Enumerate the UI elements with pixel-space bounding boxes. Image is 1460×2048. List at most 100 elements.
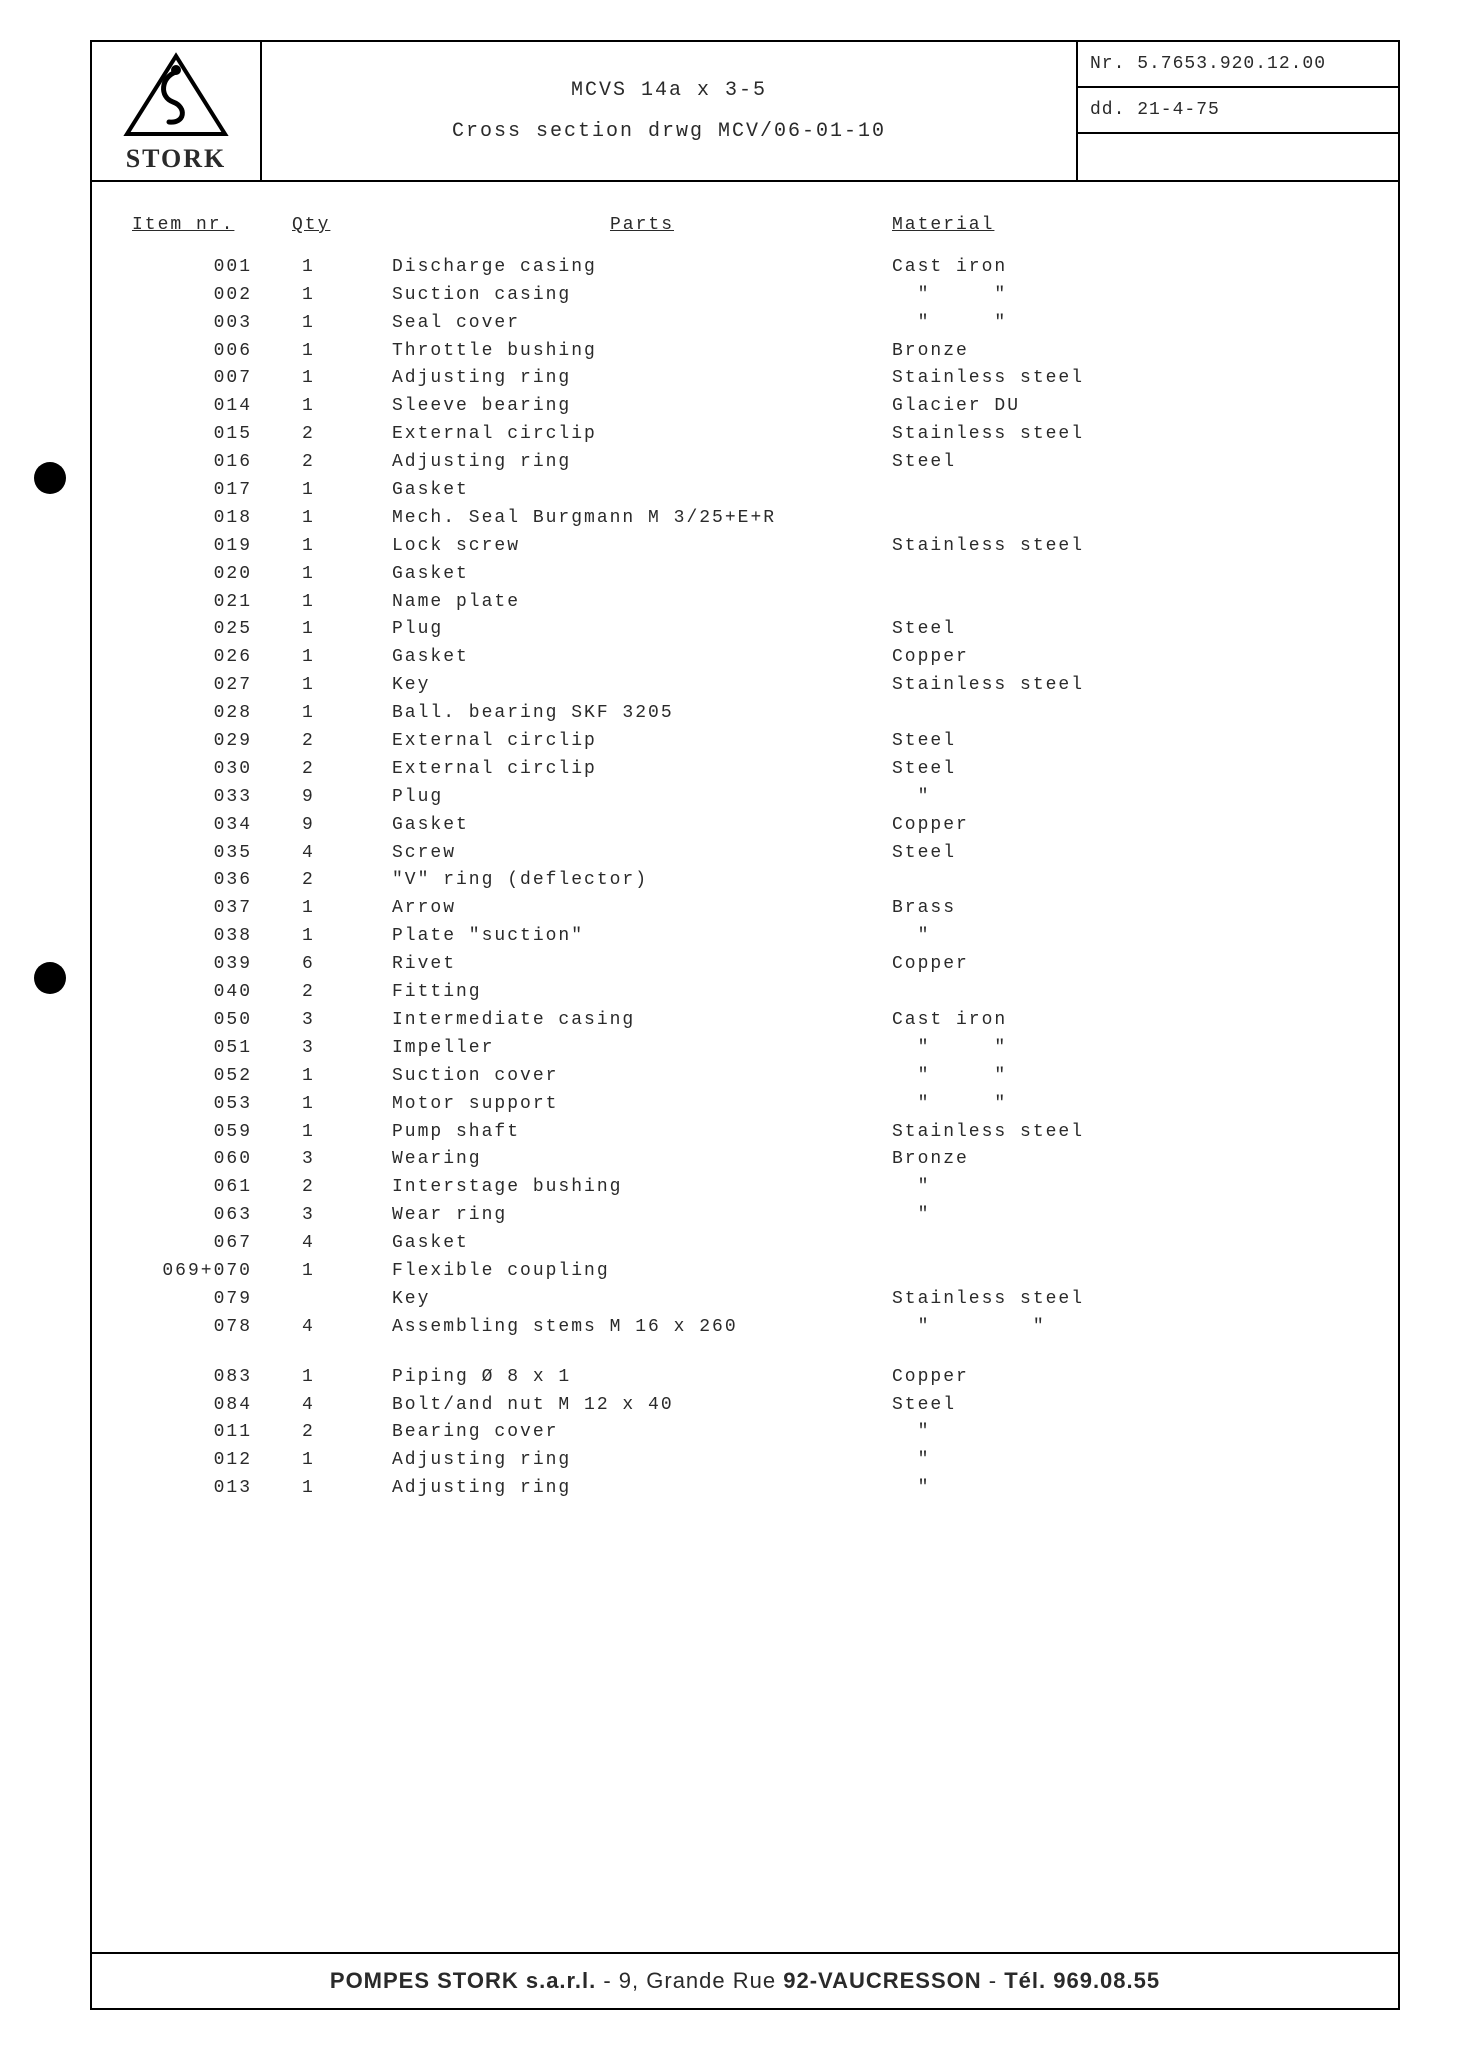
cell-part: Assembling stems M 16 x 260	[392, 1314, 892, 1342]
cell-qty: 2	[292, 867, 392, 895]
parts-table: Item nr. Qty Parts Material 0011Discharg…	[132, 212, 1348, 1503]
table-gap	[132, 1342, 1348, 1364]
cell-part: Key	[392, 1286, 892, 1314]
cell-part: External circlip	[392, 756, 892, 784]
table-row: 0011Discharge casingCast iron	[132, 254, 1348, 282]
cell-item: 084	[132, 1392, 292, 1420]
cell-item: 052	[132, 1063, 292, 1091]
cell-qty: 3	[292, 1146, 392, 1174]
cell-material: Stainless steel	[892, 365, 1192, 393]
table-row: 0831Piping Ø 8 x 1Copper	[132, 1364, 1348, 1392]
cell-qty: 1	[292, 338, 392, 366]
cell-qty: 2	[292, 1419, 392, 1447]
cell-item: 028	[132, 700, 292, 728]
cell-qty: 1	[292, 1447, 392, 1475]
cell-qty: 1	[292, 1063, 392, 1091]
cell-material: Stainless steel	[892, 1286, 1192, 1314]
cell-material: Stainless steel	[892, 672, 1192, 700]
cell-qty: 1	[292, 533, 392, 561]
table-row: 0302External circlipSteel	[132, 756, 1348, 784]
cell-part: Bearing cover	[392, 1419, 892, 1447]
table-row: 0503Intermediate casingCast iron	[132, 1007, 1348, 1035]
table-row: 0131Adjusting ring "	[132, 1475, 1348, 1503]
table-row: 0381Plate "suction" "	[132, 923, 1348, 951]
cell-item: 002	[132, 282, 292, 310]
title-block: STORK MCVS 14a x 3-5 Cross section drwg …	[92, 42, 1398, 182]
table-row: 0251PlugSteel	[132, 616, 1348, 644]
cell-qty: 2	[292, 756, 392, 784]
cell-material: " "	[892, 1091, 1192, 1119]
cell-part: Gasket	[392, 644, 892, 672]
table-row: 0292External circlipSteel	[132, 728, 1348, 756]
cell-qty: 3	[292, 1035, 392, 1063]
table-row: 0171Gasket	[132, 477, 1348, 505]
table-row: 0162Adjusting ringSteel	[132, 449, 1348, 477]
cell-part: Motor support	[392, 1091, 892, 1119]
table-row: 0784Assembling stems M 16 x 260 " "	[132, 1314, 1348, 1342]
cell-item: 018	[132, 505, 292, 533]
cell-part: Plate "suction"	[392, 923, 892, 951]
cell-item: 030	[132, 756, 292, 784]
cell-material: " "	[892, 1063, 1192, 1091]
cell-material: Bronze	[892, 338, 1192, 366]
cell-material: Cast iron	[892, 254, 1192, 282]
cell-qty: 1	[292, 505, 392, 533]
cell-item: 015	[132, 421, 292, 449]
cell-material: " "	[892, 282, 1192, 310]
footer-city: 92-VAUCRESSON	[783, 1968, 981, 1993]
cell-item: 079	[132, 1286, 292, 1314]
cell-material: Steel	[892, 1392, 1192, 1420]
table-row: 0112Bearing cover "	[132, 1419, 1348, 1447]
stork-logo-icon	[121, 52, 231, 142]
cell-part: Gasket	[392, 477, 892, 505]
cell-item: 061	[132, 1174, 292, 1202]
cell-material: Steel	[892, 616, 1192, 644]
cell-material: Steel	[892, 756, 1192, 784]
doc-number: Nr. 5.7653.920.12.00	[1078, 42, 1398, 88]
cell-part: Plug	[392, 784, 892, 812]
cell-qty: 1	[292, 616, 392, 644]
cell-item: 014	[132, 393, 292, 421]
cell-material: Glacier DU	[892, 393, 1192, 421]
cell-part: Throttle bushing	[392, 338, 892, 366]
title-line-1: MCVS 14a x 3-5	[571, 79, 767, 102]
cell-qty: 1	[292, 672, 392, 700]
table-row: 0531Motor support " "	[132, 1091, 1348, 1119]
cell-part: Pump shaft	[392, 1119, 892, 1147]
cell-item: 017	[132, 477, 292, 505]
cell-material: Copper	[892, 1364, 1192, 1392]
cell-qty: 2	[292, 728, 392, 756]
table-row: 0349GasketCopper	[132, 812, 1348, 840]
cell-qty: 9	[292, 784, 392, 812]
cell-qty: 2	[292, 1174, 392, 1202]
cell-part: Gasket	[392, 1230, 892, 1258]
cell-material: Copper	[892, 951, 1192, 979]
cell-qty: 6	[292, 951, 392, 979]
cell-material	[892, 867, 1192, 895]
cell-item: 083	[132, 1364, 292, 1392]
cell-material: " "	[892, 1314, 1192, 1342]
cell-item: 078	[132, 1314, 292, 1342]
cell-qty: 4	[292, 1230, 392, 1258]
cell-part: Suction cover	[392, 1063, 892, 1091]
cell-item: 029	[132, 728, 292, 756]
table-row: 0396RivetCopper	[132, 951, 1348, 979]
cell-part: Adjusting ring	[392, 365, 892, 393]
cell-material: Copper	[892, 812, 1192, 840]
footer-tel: 969.08.55	[1046, 1968, 1160, 1993]
cell-part: Fitting	[392, 979, 892, 1007]
cell-material	[892, 561, 1192, 589]
cell-material: "	[892, 923, 1192, 951]
cell-part: Impeller	[392, 1035, 892, 1063]
cell-qty: 1	[292, 700, 392, 728]
cell-item: 013	[132, 1475, 292, 1503]
cell-material: " "	[892, 1035, 1192, 1063]
cell-part: Key	[392, 672, 892, 700]
cell-qty: 1	[292, 1119, 392, 1147]
cell-qty: 3	[292, 1202, 392, 1230]
table-row: 0402Fitting	[132, 979, 1348, 1007]
table-row: 079 KeyStainless steel	[132, 1286, 1348, 1314]
cell-part: External circlip	[392, 421, 892, 449]
cell-qty: 1	[292, 310, 392, 338]
table-row: 0021Suction casing " "	[132, 282, 1348, 310]
